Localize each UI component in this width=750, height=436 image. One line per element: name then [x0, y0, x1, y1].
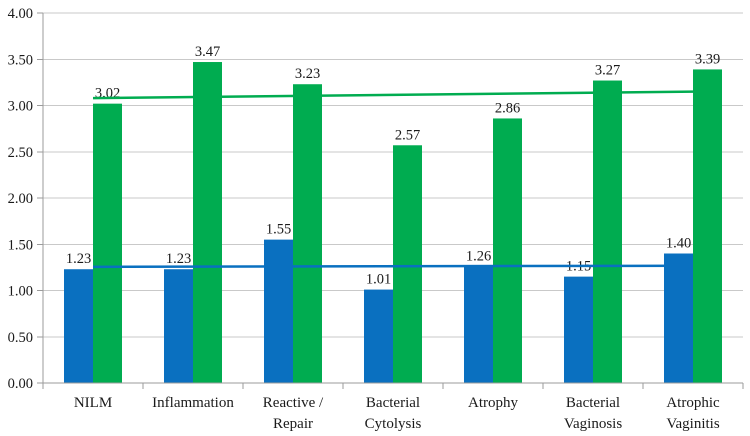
category-label-6-line-1: Bacterial — [566, 395, 620, 411]
bar-green-series-7 — [693, 69, 722, 384]
data-label-green-series-4: 2.57 — [395, 127, 420, 143]
data-label-green-series-3: 3.23 — [295, 66, 320, 82]
y-axis-label-2.50: 2.50 — [8, 145, 33, 161]
category-labels: NILM Inflammation Reactive / Repair Bacteria… — [74, 395, 720, 432]
category-label-6-line-2: Vaginosis — [564, 416, 623, 432]
green-series — [93, 62, 722, 384]
bar-green-series-6 — [593, 80, 622, 384]
bar-blue-series-3 — [264, 239, 293, 383]
bar-green-series-3 — [293, 84, 322, 383]
data-label-blue-series-4: 1.01 — [366, 272, 391, 288]
y-axis-label-4.00: 4.00 — [8, 6, 33, 22]
y-axis-label-3.00: 3.00 — [8, 99, 33, 115]
data-label-green-series-7: 3.39 — [695, 51, 720, 67]
bar-blue-series-1 — [64, 269, 93, 383]
bar-green-series-2 — [193, 62, 222, 384]
data-label-green-series-6: 3.27 — [595, 63, 620, 79]
bar-series-group — [64, 62, 722, 384]
bar-blue-series-7 — [664, 253, 693, 383]
y-axis-labels: 0.00 0.50 1.00 1.50 2.00 2.50 3.00 3.50 4.00 — [8, 6, 33, 392]
green-trendline — [92, 90, 694, 100]
data-label-blue-series-1: 1.23 — [66, 251, 91, 267]
blue-trendline — [92, 264, 694, 269]
data-label-blue-series-7: 1.40 — [666, 236, 691, 252]
category-label-3-line-1: Reactive / — [263, 395, 324, 411]
blue-series — [64, 239, 693, 383]
category-label-2-line-1: Inflammation — [152, 395, 234, 411]
data-label-green-series-5: 2.86 — [495, 100, 520, 116]
y-axis-label-1.50: 1.50 — [8, 237, 33, 253]
bar-green-series-5 — [493, 118, 522, 383]
y-axis-label-1.00: 1.00 — [8, 284, 33, 300]
y-axis-label-0.00: 0.00 — [8, 376, 33, 392]
y-axis-label-0.50: 0.50 — [8, 330, 33, 346]
category-label-4-line-1: Bacterial — [366, 395, 420, 411]
y-axis-label-2.00: 2.00 — [8, 191, 33, 207]
bar-blue-series-2 — [164, 269, 193, 383]
category-label-3-line-2: Repair — [273, 416, 313, 432]
y-axis-label-3.50: 3.50 — [8, 52, 33, 68]
bar-blue-series-4 — [364, 289, 393, 383]
category-label-4-line-2: Cytolysis — [365, 416, 422, 432]
bar-green-series-1 — [93, 103, 122, 384]
data-label-blue-series-2: 1.23 — [166, 251, 191, 267]
category-label-1-line-1: NILM — [74, 395, 112, 411]
tick-marks — [37, 12, 744, 389]
bar-blue-series-5 — [464, 266, 493, 383]
bar-blue-series-6 — [564, 276, 593, 383]
bar-green-series-4 — [393, 145, 422, 383]
data-labels-group: 1.23 1.231.551.011.261.151.403.023.473.23… — [66, 44, 720, 288]
data-label-green-series-2: 3.47 — [195, 44, 220, 60]
data-label-blue-series-3: 1.55 — [266, 222, 291, 238]
category-label-7-line-1: Atrophic — [666, 395, 720, 411]
data-label-blue-series-5: 1.26 — [466, 248, 491, 264]
category-label-5-line-1: Atrophy — [468, 395, 518, 411]
category-label-7-line-2: Vaginitis — [666, 416, 719, 432]
